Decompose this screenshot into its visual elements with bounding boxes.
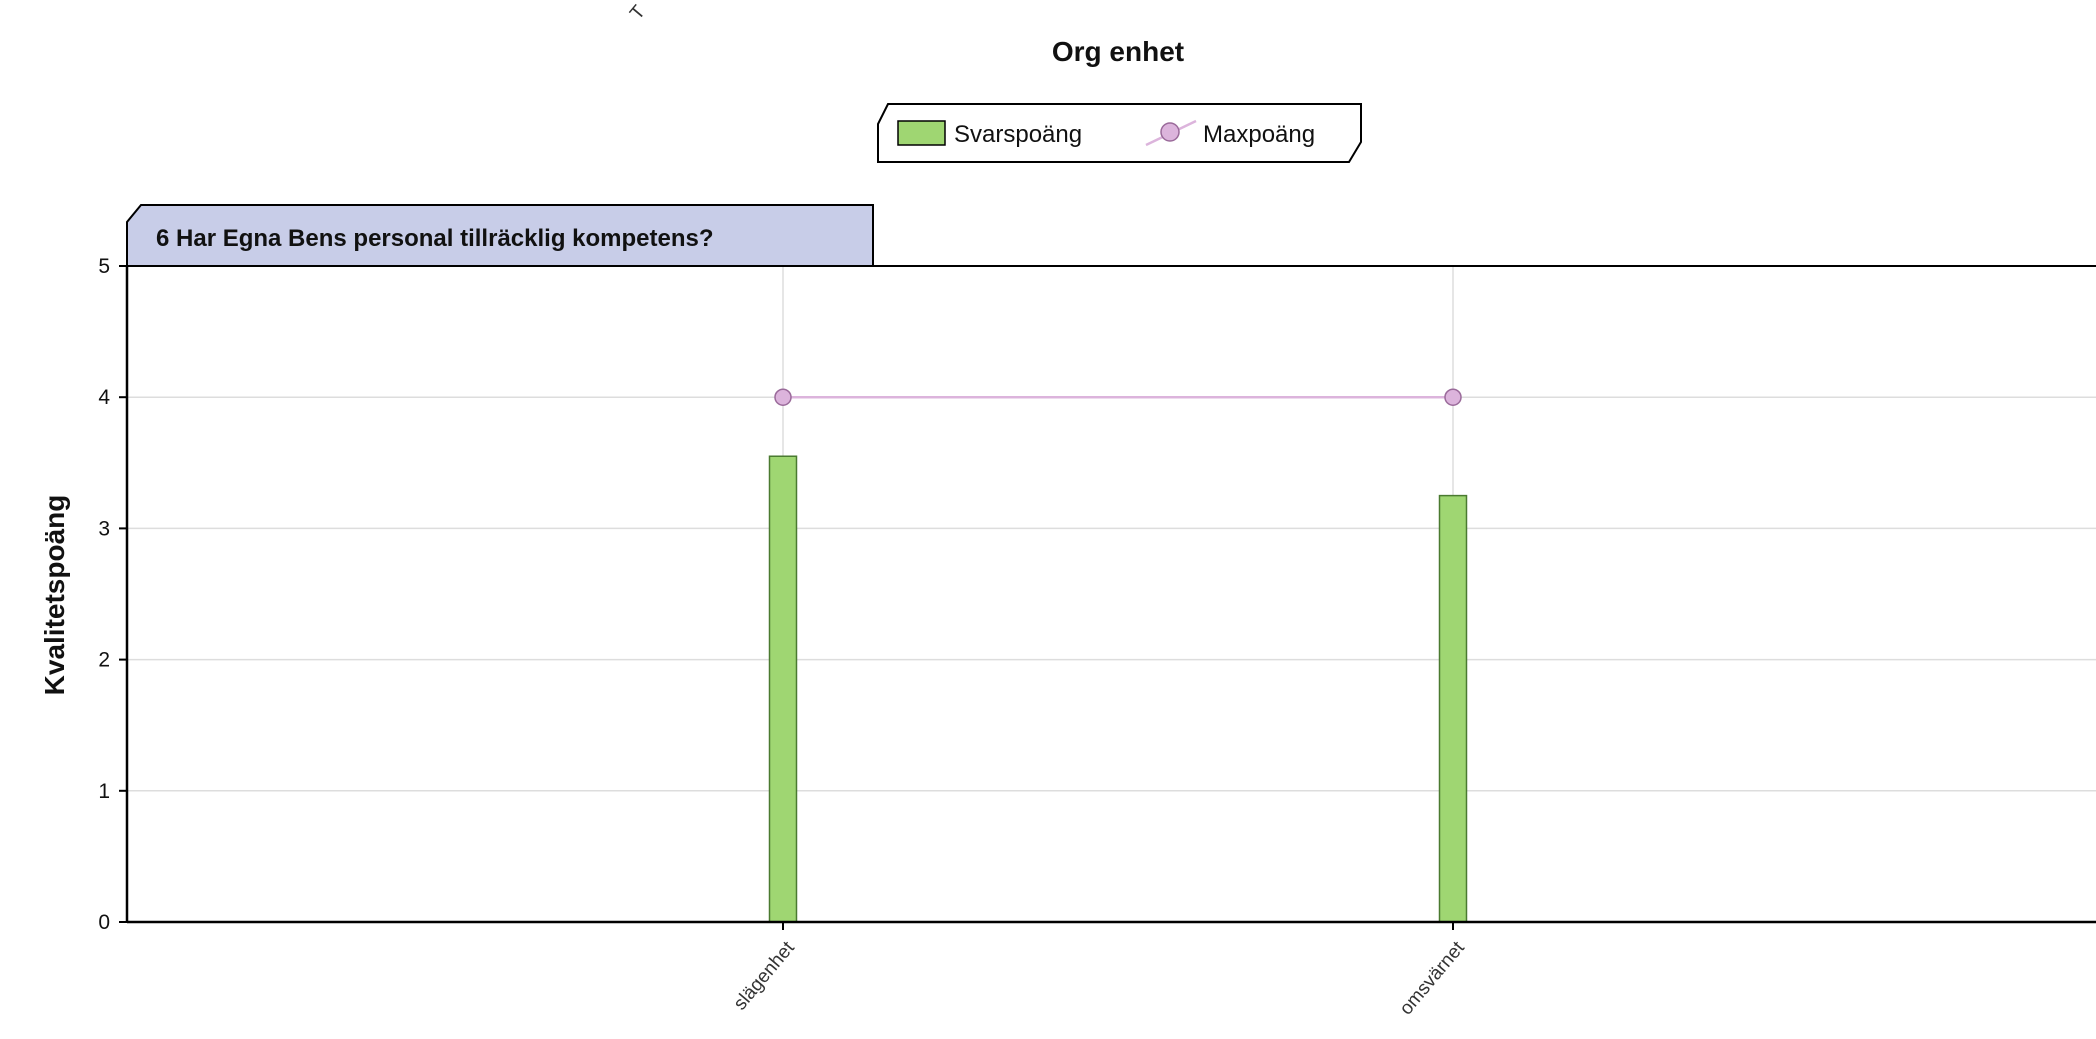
- legend: Svarspoäng Maxpoäng: [877, 103, 1362, 163]
- max-line: [774, 388, 1462, 406]
- y-ticks: 0 1 2 3 4 5: [98, 255, 127, 934]
- bar-1: [1438, 494, 1468, 923]
- panel-title-tab: 6 Har Egna Bens personal tillräcklig kom…: [126, 204, 874, 267]
- y-tick-label-1: 1: [98, 780, 110, 803]
- axes: [125, 265, 2096, 924]
- legend-frame: [877, 103, 1362, 163]
- cut-x-label-top-1: T: [626, 1, 650, 24]
- legend-label-maxpoang: Maxpoäng: [1203, 121, 1315, 148]
- y-tick-label-0: 0: [98, 911, 110, 934]
- cut-x-label-top-2: j: [1312, 0, 1317, 1]
- legend-swatch-svarspoang: [897, 120, 946, 146]
- chart-title: 6 Har Egna Bens personal tillräcklig kom…: [156, 225, 714, 252]
- y-axis-title: Kvalitetspoäng: [39, 495, 70, 696]
- y-tick-label-2: 2: [98, 649, 110, 672]
- y-tick-label-3: 3: [98, 517, 110, 540]
- gridlines: [127, 266, 2096, 922]
- x-category-labels: slägenhet omsvärnet: [730, 922, 1470, 1019]
- x-category-label-1: omsvärnet: [1396, 937, 1470, 1019]
- y-tick-label-5: 5: [98, 255, 110, 278]
- legend-marker-maxpoang: [1160, 122, 1180, 142]
- x-axis-title: Org enhet: [1052, 36, 1184, 67]
- bar-0: [768, 455, 798, 923]
- max-marker-1: [1444, 388, 1462, 406]
- y-tick-label-4: 4: [98, 386, 110, 409]
- max-marker-0: [774, 388, 792, 406]
- x-category-label-0: slägenhet: [730, 937, 800, 1014]
- bars: [768, 455, 1468, 923]
- legend-label-svarspoang: Svarspoäng: [954, 121, 1082, 148]
